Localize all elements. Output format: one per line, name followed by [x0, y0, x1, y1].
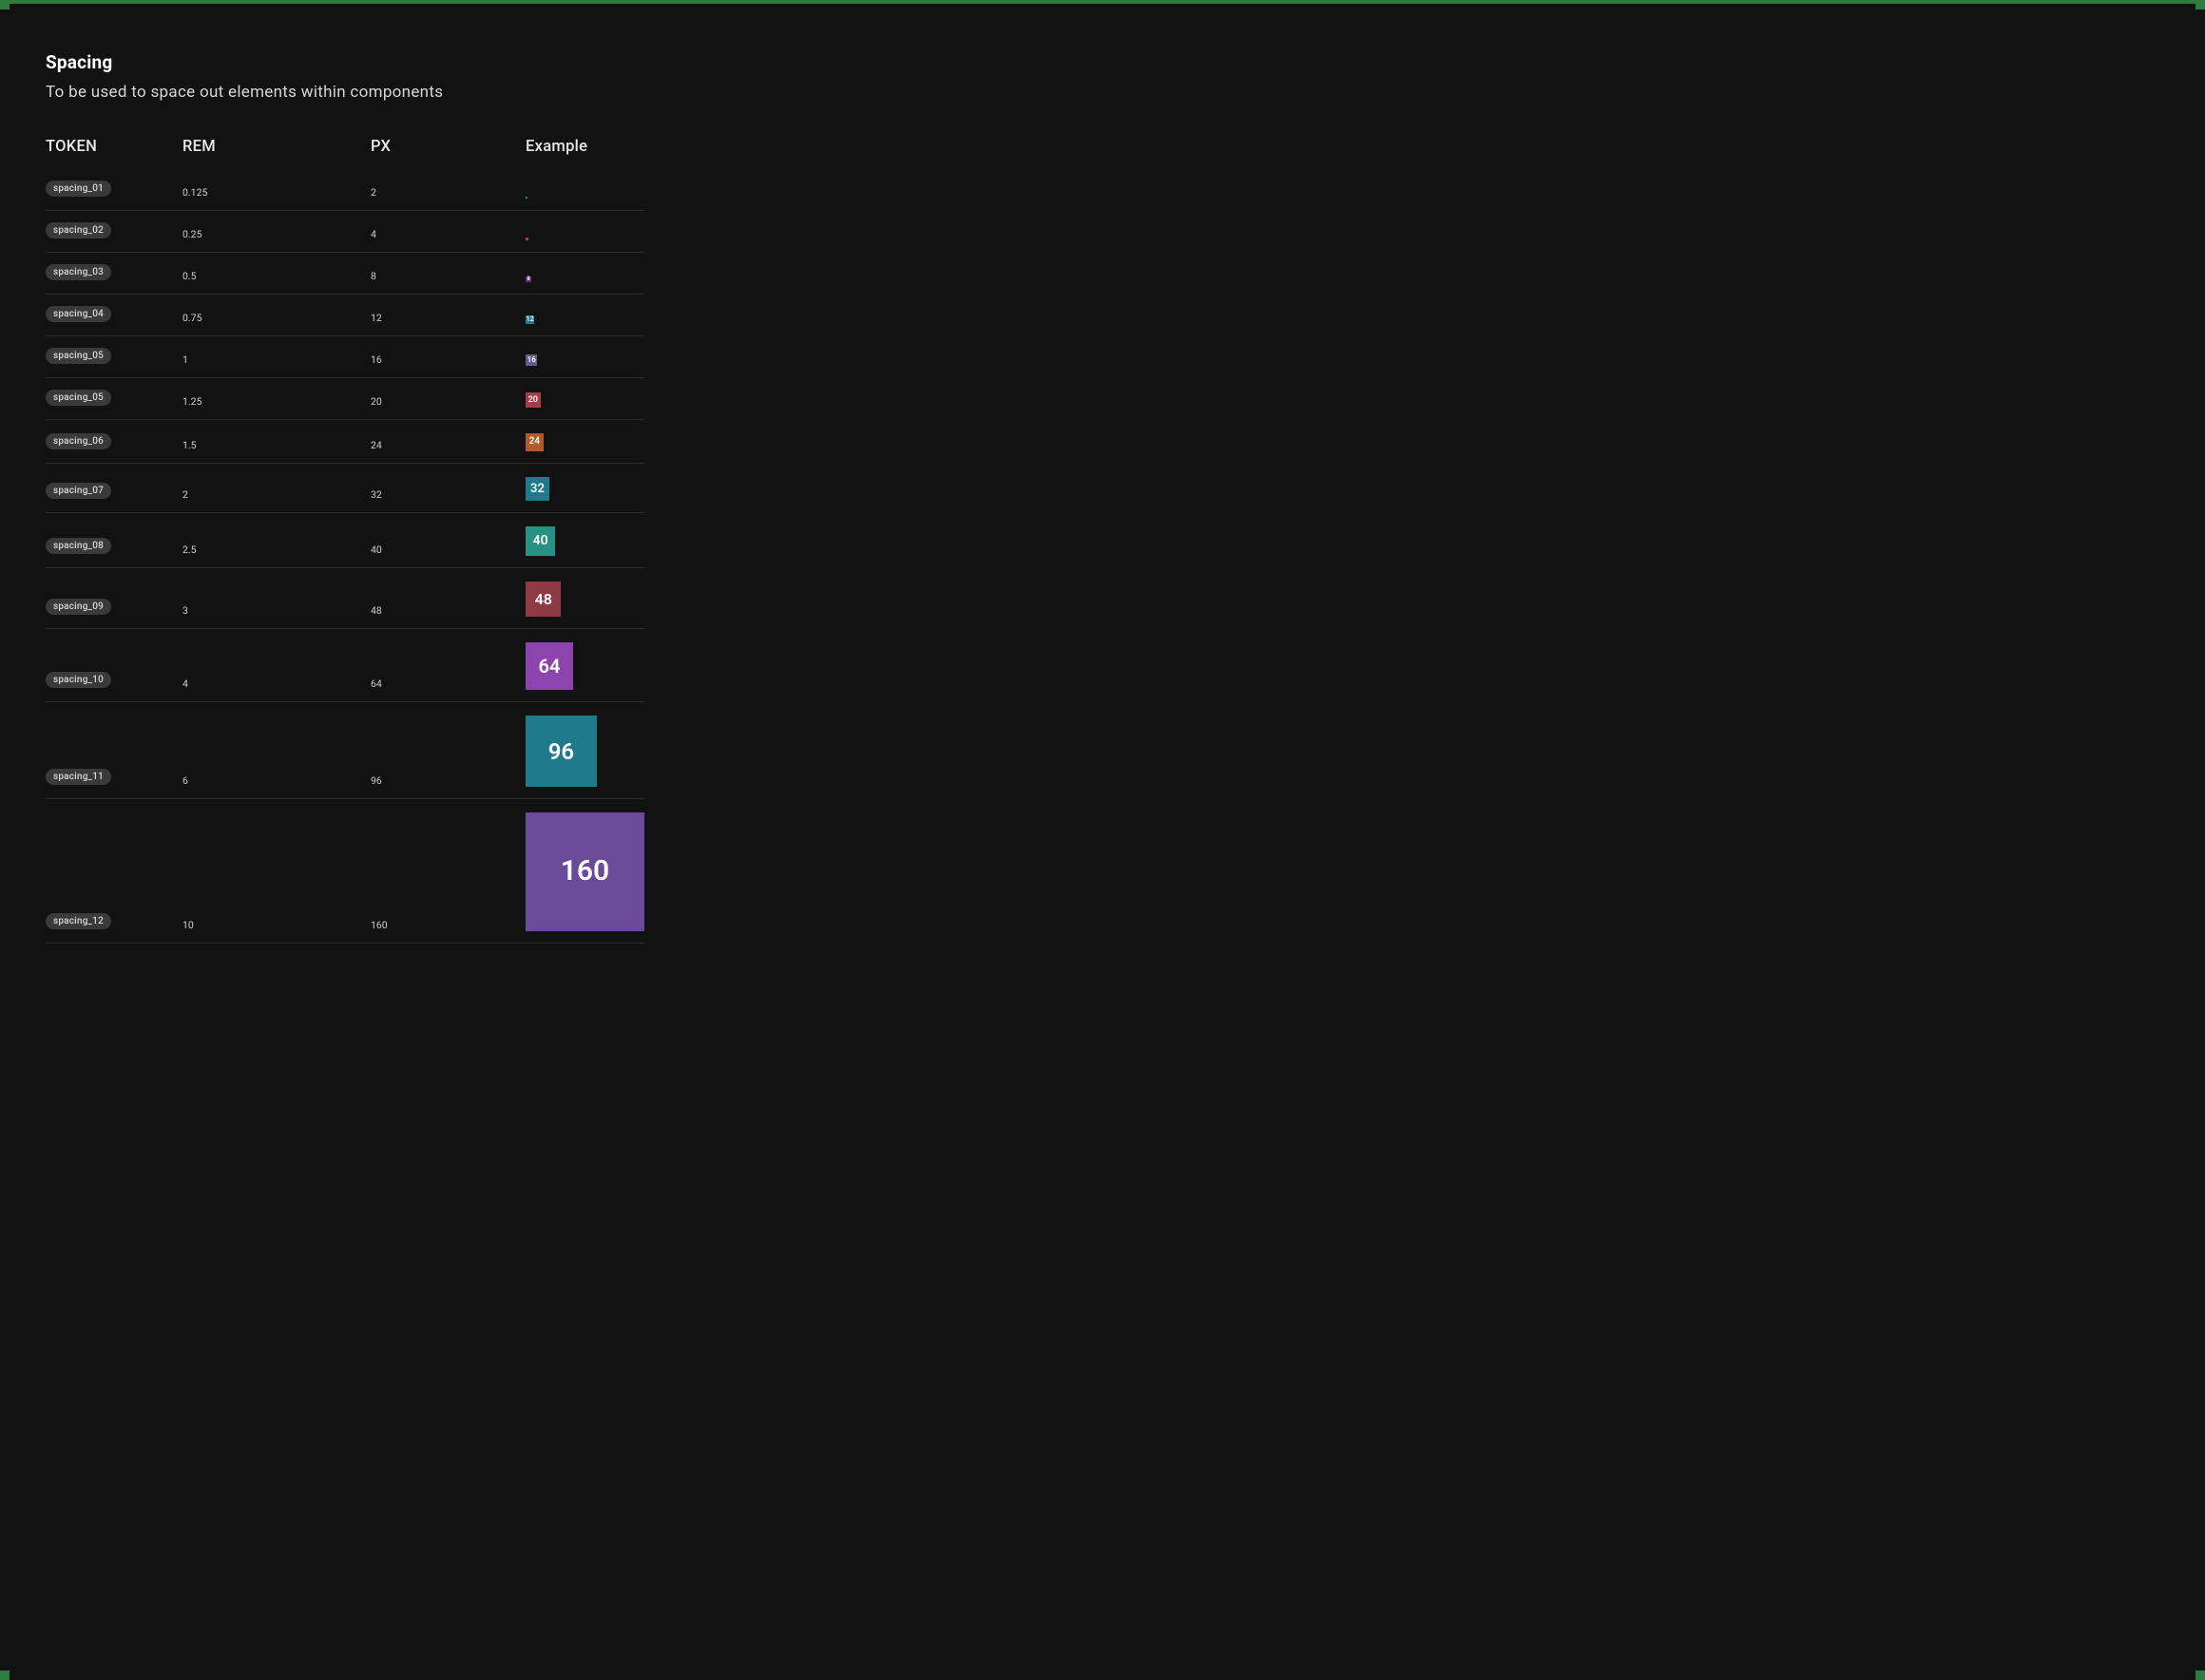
- spacing-swatch: 32: [526, 477, 549, 501]
- token-chip: spacing_05: [46, 390, 111, 406]
- example-cell: 32: [526, 471, 644, 505]
- spacing-swatch: 48: [526, 582, 561, 617]
- table-row: spacing_02 0.254: [46, 211, 644, 253]
- spacing-swatch: 64: [526, 642, 573, 690]
- rem-value: 6: [182, 774, 371, 787]
- token-chip: spacing_01: [46, 181, 111, 197]
- table-header-row: TOKEN REM PX Example: [46, 138, 644, 169]
- px-value: 8: [371, 270, 526, 282]
- px-value: 96: [371, 774, 526, 787]
- px-value: 160: [371, 919, 526, 931]
- px-value: 4: [371, 228, 526, 240]
- token-chip: spacing_10: [46, 672, 111, 688]
- px-value: 32: [371, 488, 526, 501]
- spacing-swatch: [526, 197, 527, 199]
- table-row: spacing_01 0.1252: [46, 169, 644, 211]
- example-cell: 64: [526, 637, 644, 694]
- token-chip: spacing_06: [46, 433, 111, 449]
- rem-value: 2.5: [182, 544, 371, 556]
- token-chip: spacing_05: [46, 348, 111, 364]
- spacing-swatch: 40: [526, 526, 555, 556]
- example-cell: 12: [526, 302, 644, 328]
- col-header-rem: REM: [182, 138, 371, 156]
- rem-value: 1.5: [182, 439, 371, 451]
- token-chip: spacing_02: [46, 222, 111, 239]
- table-row: spacing_040.751212: [46, 295, 644, 336]
- token-chip: spacing_07: [46, 483, 111, 499]
- px-value: 16: [371, 353, 526, 366]
- rem-value: 0.125: [182, 186, 371, 199]
- token-chip: spacing_09: [46, 599, 111, 615]
- token-chip: spacing_12: [46, 913, 111, 929]
- spacing-swatch: 20: [526, 392, 541, 408]
- spacing-table: TOKEN REM PX Example spacing_010.1252spa…: [46, 138, 644, 944]
- table-row: spacing_082.54040: [46, 513, 644, 568]
- example-cell: 16: [526, 344, 644, 370]
- rem-value: 3: [182, 604, 371, 617]
- rem-value: 4: [182, 678, 371, 690]
- px-value: 24: [371, 439, 526, 451]
- spacing-swatch: [526, 238, 528, 240]
- table-row: spacing_0723232: [46, 464, 644, 513]
- px-value: 2: [371, 186, 526, 199]
- table-row: spacing_1210160160: [46, 799, 644, 944]
- table-row: spacing_061.52424: [46, 420, 644, 464]
- example-cell: 48: [526, 576, 644, 620]
- px-value: 20: [371, 395, 526, 408]
- rem-value: 1: [182, 353, 371, 366]
- spacing-swatch: 160: [526, 812, 644, 931]
- rem-value: 1.25: [182, 395, 371, 408]
- spacing-swatch: 8: [526, 277, 531, 282]
- table-row: spacing_1046464: [46, 629, 644, 702]
- token-chip: spacing_08: [46, 538, 111, 554]
- example-cell: [526, 219, 644, 244]
- page-subtitle: To be used to space out elements within …: [46, 83, 2159, 102]
- token-chip: spacing_03: [46, 264, 111, 280]
- spacing-swatch: 12: [526, 315, 534, 324]
- token-chip: spacing_11: [46, 769, 111, 785]
- table-row: spacing_0934848: [46, 568, 644, 629]
- px-value: 12: [371, 312, 526, 324]
- table-row: spacing_051.252020: [46, 378, 644, 420]
- col-header-px: PX: [371, 138, 526, 156]
- col-header-example: Example: [526, 138, 644, 156]
- rem-value: 10: [182, 919, 371, 931]
- table-row: spacing_030.588: [46, 253, 644, 295]
- table-row: spacing_0511616: [46, 336, 644, 378]
- table-body: spacing_010.1252spacing_020.254spacing_0…: [46, 169, 644, 944]
- col-header-token: TOKEN: [46, 138, 182, 156]
- rem-value: 0.75: [182, 312, 371, 324]
- example-cell: 20: [526, 386, 644, 411]
- example-cell: 96: [526, 710, 644, 791]
- spacing-swatch: 16: [526, 354, 537, 366]
- rem-value: 0.25: [182, 228, 371, 240]
- rem-value: 2: [182, 488, 371, 501]
- spacing-swatch: 96: [526, 716, 597, 787]
- table-row: spacing_1169696: [46, 702, 644, 799]
- px-value: 64: [371, 678, 526, 690]
- example-cell: 160: [526, 807, 644, 935]
- example-cell: 40: [526, 521, 644, 560]
- example-cell: 8: [526, 260, 644, 286]
- token-chip: spacing_04: [46, 306, 111, 322]
- page-title: Spacing: [46, 51, 2159, 73]
- example-cell: [526, 177, 644, 202]
- rem-value: 0.5: [182, 270, 371, 282]
- example-cell: 24: [526, 428, 644, 455]
- px-value: 40: [371, 544, 526, 556]
- spacing-swatch: 24: [526, 433, 544, 451]
- px-value: 48: [371, 604, 526, 617]
